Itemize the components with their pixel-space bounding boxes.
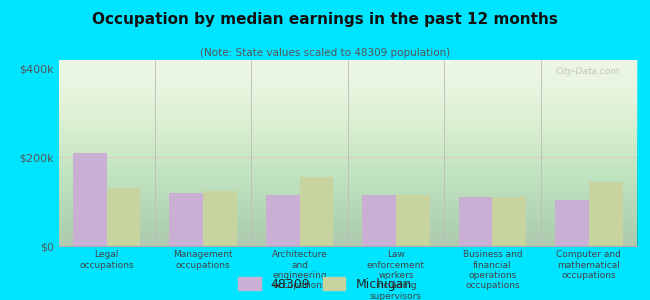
Bar (300, 177, 333, 246)
Bar (362, 195, 396, 246)
Bar (493, 197, 526, 246)
Bar (459, 197, 493, 246)
Bar (203, 190, 237, 246)
Bar (170, 193, 203, 246)
Bar (107, 188, 140, 246)
Bar (555, 200, 589, 246)
Bar (73, 153, 107, 246)
Text: (Note: State values scaled to 48309 population): (Note: State values scaled to 48309 popu… (200, 48, 450, 58)
Text: Occupation by median earnings in the past 12 months: Occupation by median earnings in the pas… (92, 12, 558, 27)
Legend: 48309, Michigan: 48309, Michigan (239, 277, 411, 291)
Bar (266, 195, 300, 246)
Text: City-Data.com: City-Data.com (556, 68, 619, 76)
Bar (589, 182, 623, 246)
Bar (396, 195, 430, 246)
